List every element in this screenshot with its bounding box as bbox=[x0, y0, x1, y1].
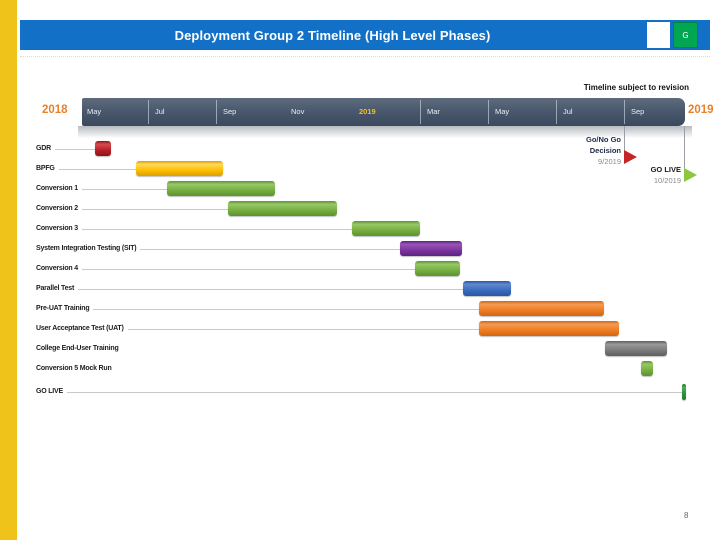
task-bar-green bbox=[228, 201, 337, 216]
milestone-date: 10/2019 bbox=[653, 175, 681, 185]
leader-line bbox=[36, 169, 136, 170]
axis-month-label: Mar bbox=[427, 107, 440, 116]
task-label: Pre-UAT Training bbox=[36, 304, 94, 314]
leader-line bbox=[36, 289, 463, 290]
task-bar-orange bbox=[479, 321, 619, 336]
axis-month-label: Sep bbox=[631, 107, 645, 116]
task-bar-green bbox=[167, 181, 275, 196]
milestone-label-go-no-go-decision: Go/No Go Decision 9/2019 bbox=[586, 134, 621, 167]
slide-title: Deployment Group 2 Timeline (High Level … bbox=[174, 27, 491, 43]
milestone-date: 9/2019 bbox=[598, 157, 621, 166]
leader-line bbox=[36, 249, 400, 250]
task-label: College End-User Training bbox=[36, 344, 123, 354]
timeline-axis-bar bbox=[82, 98, 685, 126]
title-green-badge: G bbox=[673, 22, 698, 48]
leader-line bbox=[36, 229, 352, 230]
milestone-title-line: Go/No Go bbox=[586, 135, 621, 144]
axis-shadow-strip bbox=[78, 126, 692, 139]
milestone-line-go-no-go-decision bbox=[624, 126, 625, 157]
leader-line bbox=[36, 392, 682, 393]
leader-line bbox=[36, 309, 479, 310]
left-accent-stripe bbox=[0, 0, 17, 540]
task-bar-green bbox=[641, 361, 653, 376]
leader-line bbox=[36, 189, 167, 190]
axis-tick bbox=[624, 100, 625, 124]
task-label: Conversion 3 bbox=[36, 224, 82, 234]
task-label: Parallel Test bbox=[36, 284, 79, 294]
task-bar-green bbox=[415, 261, 460, 276]
task-label: Conversion 4 bbox=[36, 264, 82, 274]
axis-month-label: 2019 bbox=[359, 107, 376, 116]
milestone-line-go-live bbox=[684, 126, 685, 175]
axis-month-label: May bbox=[495, 107, 510, 116]
milestone-marker-go-no-go-decision bbox=[624, 150, 637, 164]
revision-note: Timeline subject to revision bbox=[583, 83, 689, 92]
task-bar-yellow bbox=[136, 161, 223, 176]
milestone-marker-go-live bbox=[684, 168, 697, 182]
title-white-box bbox=[647, 22, 670, 48]
task-label: Conversion 5 Mock Run bbox=[36, 364, 116, 374]
axis-month-label: Sep bbox=[223, 107, 237, 116]
axis-month-label: May bbox=[87, 107, 102, 116]
task-label: Conversion 1 bbox=[36, 184, 82, 194]
task-label: BPFG bbox=[36, 164, 59, 174]
milestone-title-line: GO LIVE bbox=[650, 164, 681, 174]
placeholder-divider bbox=[20, 56, 710, 57]
title-bar: Deployment Group 2 Timeline (High Level … bbox=[20, 20, 710, 50]
axis-month-label: Jul bbox=[155, 107, 165, 116]
leader-line bbox=[36, 329, 479, 330]
year-left-label: 2018 bbox=[42, 104, 68, 116]
milestone-label-go-live: GO LIVE 10/2019 bbox=[651, 164, 681, 186]
task-bar-golive bbox=[682, 384, 686, 400]
axis-month-label: Nov bbox=[291, 107, 305, 116]
task-label: GDR bbox=[36, 144, 55, 154]
task-bar-orange bbox=[479, 301, 604, 316]
task-bar-green bbox=[352, 221, 420, 236]
task-label: GO LIVE bbox=[36, 387, 67, 397]
task-bar-red bbox=[95, 141, 111, 156]
axis-tick bbox=[420, 100, 421, 124]
axis-tick bbox=[148, 100, 149, 124]
task-label: System Integration Testing (SIT) bbox=[36, 244, 141, 254]
task-bar-gray bbox=[605, 341, 667, 356]
year-right-label: 2019 bbox=[688, 104, 714, 116]
milestone-title-line: Decision bbox=[589, 146, 621, 155]
task-bar-blue bbox=[463, 281, 511, 296]
task-bar-purple bbox=[400, 241, 462, 256]
leader-line bbox=[36, 209, 228, 210]
axis-tick bbox=[488, 100, 489, 124]
page-number: 8 bbox=[684, 511, 689, 520]
leader-line bbox=[36, 149, 95, 150]
axis-tick bbox=[556, 100, 557, 124]
axis-month-label: Jul bbox=[563, 107, 573, 116]
axis-tick bbox=[216, 100, 217, 124]
task-label: Conversion 2 bbox=[36, 204, 82, 214]
leader-line bbox=[36, 269, 415, 270]
task-label: User Acceptance Test (UAT) bbox=[36, 324, 128, 334]
